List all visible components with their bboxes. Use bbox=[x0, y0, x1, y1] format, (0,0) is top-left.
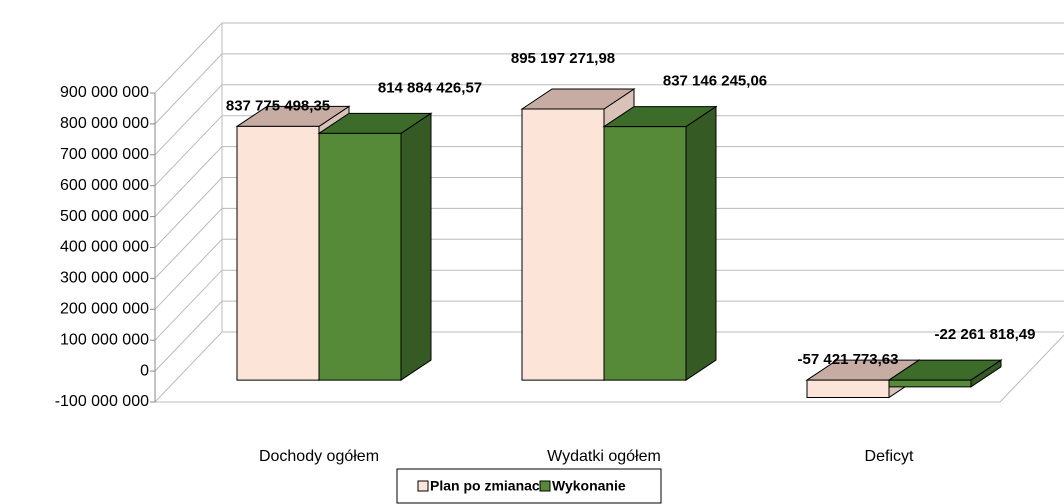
x-tick-label: Wydatki ogółem bbox=[547, 448, 661, 465]
floor-edge bbox=[155, 334, 1064, 403]
y-tick-label: 100 000 000 bbox=[60, 331, 149, 348]
y-tick-label: 800 000 000 bbox=[60, 115, 149, 132]
bar bbox=[602, 105, 718, 382]
y-tick-label: 500 000 000 bbox=[60, 208, 149, 225]
bar-face bbox=[888, 379, 972, 388]
legend-label: Wykonanie bbox=[552, 478, 626, 494]
bar-face bbox=[236, 125, 320, 381]
bar-face bbox=[521, 108, 605, 381]
bar-side bbox=[400, 112, 432, 382]
y-tick-label: 300 000 000 bbox=[60, 270, 149, 287]
y-tick-label: 400 000 000 bbox=[60, 239, 149, 256]
legend-swatch bbox=[417, 480, 429, 492]
legend-label: Plan po zmianach bbox=[430, 478, 548, 494]
y-tick-label: 600 000 000 bbox=[60, 177, 149, 194]
bar-face bbox=[318, 132, 402, 381]
grid-line bbox=[154, 331, 1064, 403]
y-tick-label: 900 000 000 bbox=[60, 84, 149, 101]
grid-line bbox=[154, 177, 1064, 248]
y-tick-label: 700 000 000 bbox=[60, 146, 149, 163]
bar bbox=[317, 112, 433, 382]
y-tick-label: 0 bbox=[140, 362, 149, 379]
data-label: -57 421 773,63 bbox=[798, 351, 899, 368]
grid-line bbox=[154, 238, 1064, 310]
data-label: 837 146 245,06 bbox=[663, 73, 767, 90]
data-label: 814 884 426,57 bbox=[378, 79, 482, 96]
grid-line bbox=[154, 300, 1064, 372]
grid-line bbox=[154, 269, 1064, 341]
data-label: 895 197 271,98 bbox=[511, 50, 615, 67]
y-tick-label: 200 000 000 bbox=[60, 301, 149, 318]
x-tick-label: Deficyt bbox=[865, 448, 914, 465]
bar-side bbox=[685, 105, 717, 382]
bar-face bbox=[603, 126, 687, 381]
grid-line bbox=[154, 207, 1064, 279]
grid-line bbox=[154, 146, 1064, 217]
grid-line bbox=[154, 84, 1064, 156]
y-tick-label: -100 000 000 bbox=[55, 393, 149, 410]
data-label: -22 261 818,49 bbox=[935, 326, 1036, 343]
grid-line bbox=[154, 53, 1064, 125]
legend-swatch bbox=[539, 480, 551, 492]
grid-line bbox=[154, 115, 1064, 187]
x-tick-label: Dochody ogółem bbox=[259, 448, 379, 465]
data-label: 837 775 498,35 bbox=[226, 97, 330, 114]
bar-face bbox=[806, 379, 890, 398]
bar bbox=[887, 359, 1003, 388]
legend-box bbox=[396, 468, 662, 504]
grid-line bbox=[154, 22, 1064, 94]
